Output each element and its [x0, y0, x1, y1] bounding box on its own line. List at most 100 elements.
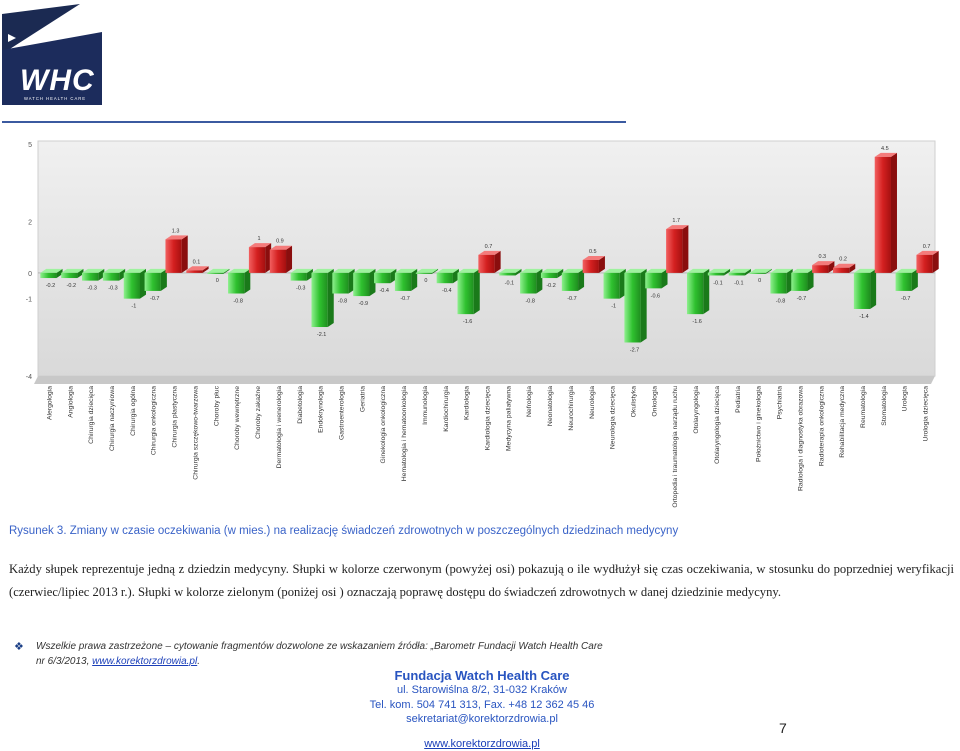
bar-side [473, 268, 480, 315]
bar-side [682, 225, 689, 273]
bar-top [228, 268, 251, 273]
bar-side [661, 268, 668, 289]
bar-top [353, 268, 376, 273]
bar-value-label: -0.3 [296, 286, 305, 292]
bar [332, 268, 355, 294]
bar-side [56, 268, 63, 279]
bar-side [140, 268, 147, 299]
bar-front [374, 272, 391, 284]
bar-top [207, 268, 230, 273]
bar-side [640, 268, 647, 343]
bar [791, 268, 814, 291]
bar-value-label: 0 [758, 278, 761, 284]
bar-front [457, 272, 474, 315]
bar-value-label: -0.7 [400, 296, 409, 302]
category-label: Neurologia [589, 386, 596, 419]
bar-side [202, 266, 209, 273]
bar-front [895, 272, 912, 291]
bar-value-label: -0.7 [567, 296, 576, 302]
bar-top [812, 261, 835, 266]
bar [812, 261, 835, 273]
bar-value-label: -2.1 [317, 332, 326, 338]
category-label: Otolaryngologia [693, 386, 700, 434]
footer: Fundacja Watch Health Care ul. Starowiśl… [340, 668, 624, 751]
bar-front [40, 272, 57, 279]
whc-logo-graphic: WHC WATCH HEALTH CARE [2, 4, 102, 105]
bar [61, 268, 84, 279]
bar-value-label: 0 [424, 278, 427, 284]
bar-top [582, 256, 605, 260]
bar-value-label: -0.2 [67, 283, 76, 289]
category-label: Psychiatria [777, 386, 784, 419]
bar [686, 268, 710, 315]
bar-top [666, 225, 689, 230]
bar-side [911, 268, 918, 291]
description-paragraph: Każdy słupek reprezentuje jedną z dziedz… [9, 562, 954, 599]
bar-top [269, 245, 293, 250]
bar-front [853, 272, 871, 309]
category-label: Chirurgia dziecięca [88, 386, 95, 444]
bar-top [645, 268, 668, 273]
bar-top [332, 268, 355, 273]
bar-side [494, 250, 501, 273]
bar-side [536, 268, 543, 294]
bar-value-label: -0.7 [901, 296, 910, 302]
bar [624, 268, 647, 343]
bar-top [686, 268, 710, 273]
bar-front [290, 272, 307, 281]
bar-side [327, 268, 334, 328]
bar-side [160, 268, 167, 291]
bar-value-label: -0.9 [359, 301, 368, 307]
bar-front [436, 272, 453, 284]
footer-website-link[interactable]: www.korektorzdrowia.pl [424, 737, 540, 750]
bar-value-label: -0.4 [442, 288, 451, 294]
footer-phone: Tel. kom. 504 741 313, Fax. +48 12 362 4… [369, 698, 595, 711]
bar-value-label: 1.3 [172, 228, 180, 234]
diamond-bullet-icon: ❖ [14, 641, 24, 653]
bar-top [895, 268, 918, 273]
category-label: Otolaryngologia dziecięca [714, 386, 721, 464]
bar [457, 268, 480, 315]
bar [749, 268, 772, 274]
bar-front [624, 272, 641, 343]
y-tick-label: 5 [28, 142, 32, 149]
y-tick-label: 0 [28, 271, 32, 278]
bar-top [123, 268, 147, 273]
category-label: Immunologia [422, 386, 429, 425]
category-label: Diabetologia [297, 386, 304, 424]
bar-front [394, 272, 412, 291]
bar [102, 268, 126, 281]
bar-front [186, 270, 203, 273]
bar-top [791, 268, 814, 273]
category-label: Kardiochirurgia [443, 386, 450, 432]
bar-top [749, 268, 772, 273]
category-label: Ortopedia i traumatologia narządu ruchu [672, 386, 679, 508]
bar [916, 250, 939, 273]
category-label: Chirurgia naczyniowa [109, 386, 116, 451]
bar-side [306, 268, 313, 281]
bar-side [515, 268, 522, 276]
category-label: Neonatologia [547, 386, 554, 426]
bar-front [207, 272, 224, 274]
bar-front [311, 272, 328, 328]
bar-front [812, 265, 829, 273]
bar-front [82, 272, 99, 281]
category-label: Medycyna paliatywna [505, 386, 512, 451]
category-label: Radioterapia onkologiczna [818, 386, 825, 466]
category-label: Onkologia [651, 386, 658, 417]
category-label: Urologia [902, 386, 909, 412]
bar-top [770, 268, 793, 273]
bar-side [286, 245, 293, 273]
bar-value-label: 0.5 [589, 249, 597, 255]
category-label: Hematologia i hematoonkologia [401, 386, 408, 481]
bar-front [686, 272, 704, 315]
copyright-link[interactable]: www.korektorzdrowia.pl [92, 656, 198, 667]
bar-side [724, 268, 731, 276]
bar-top [311, 268, 334, 273]
bar-value-label: -0.3 [108, 286, 117, 292]
bar-side [223, 268, 230, 274]
bar [269, 245, 293, 273]
category-label: Radiologia i diagnostyka obrazowa [797, 386, 804, 491]
bar-top [499, 268, 522, 273]
bar-side [932, 250, 939, 273]
